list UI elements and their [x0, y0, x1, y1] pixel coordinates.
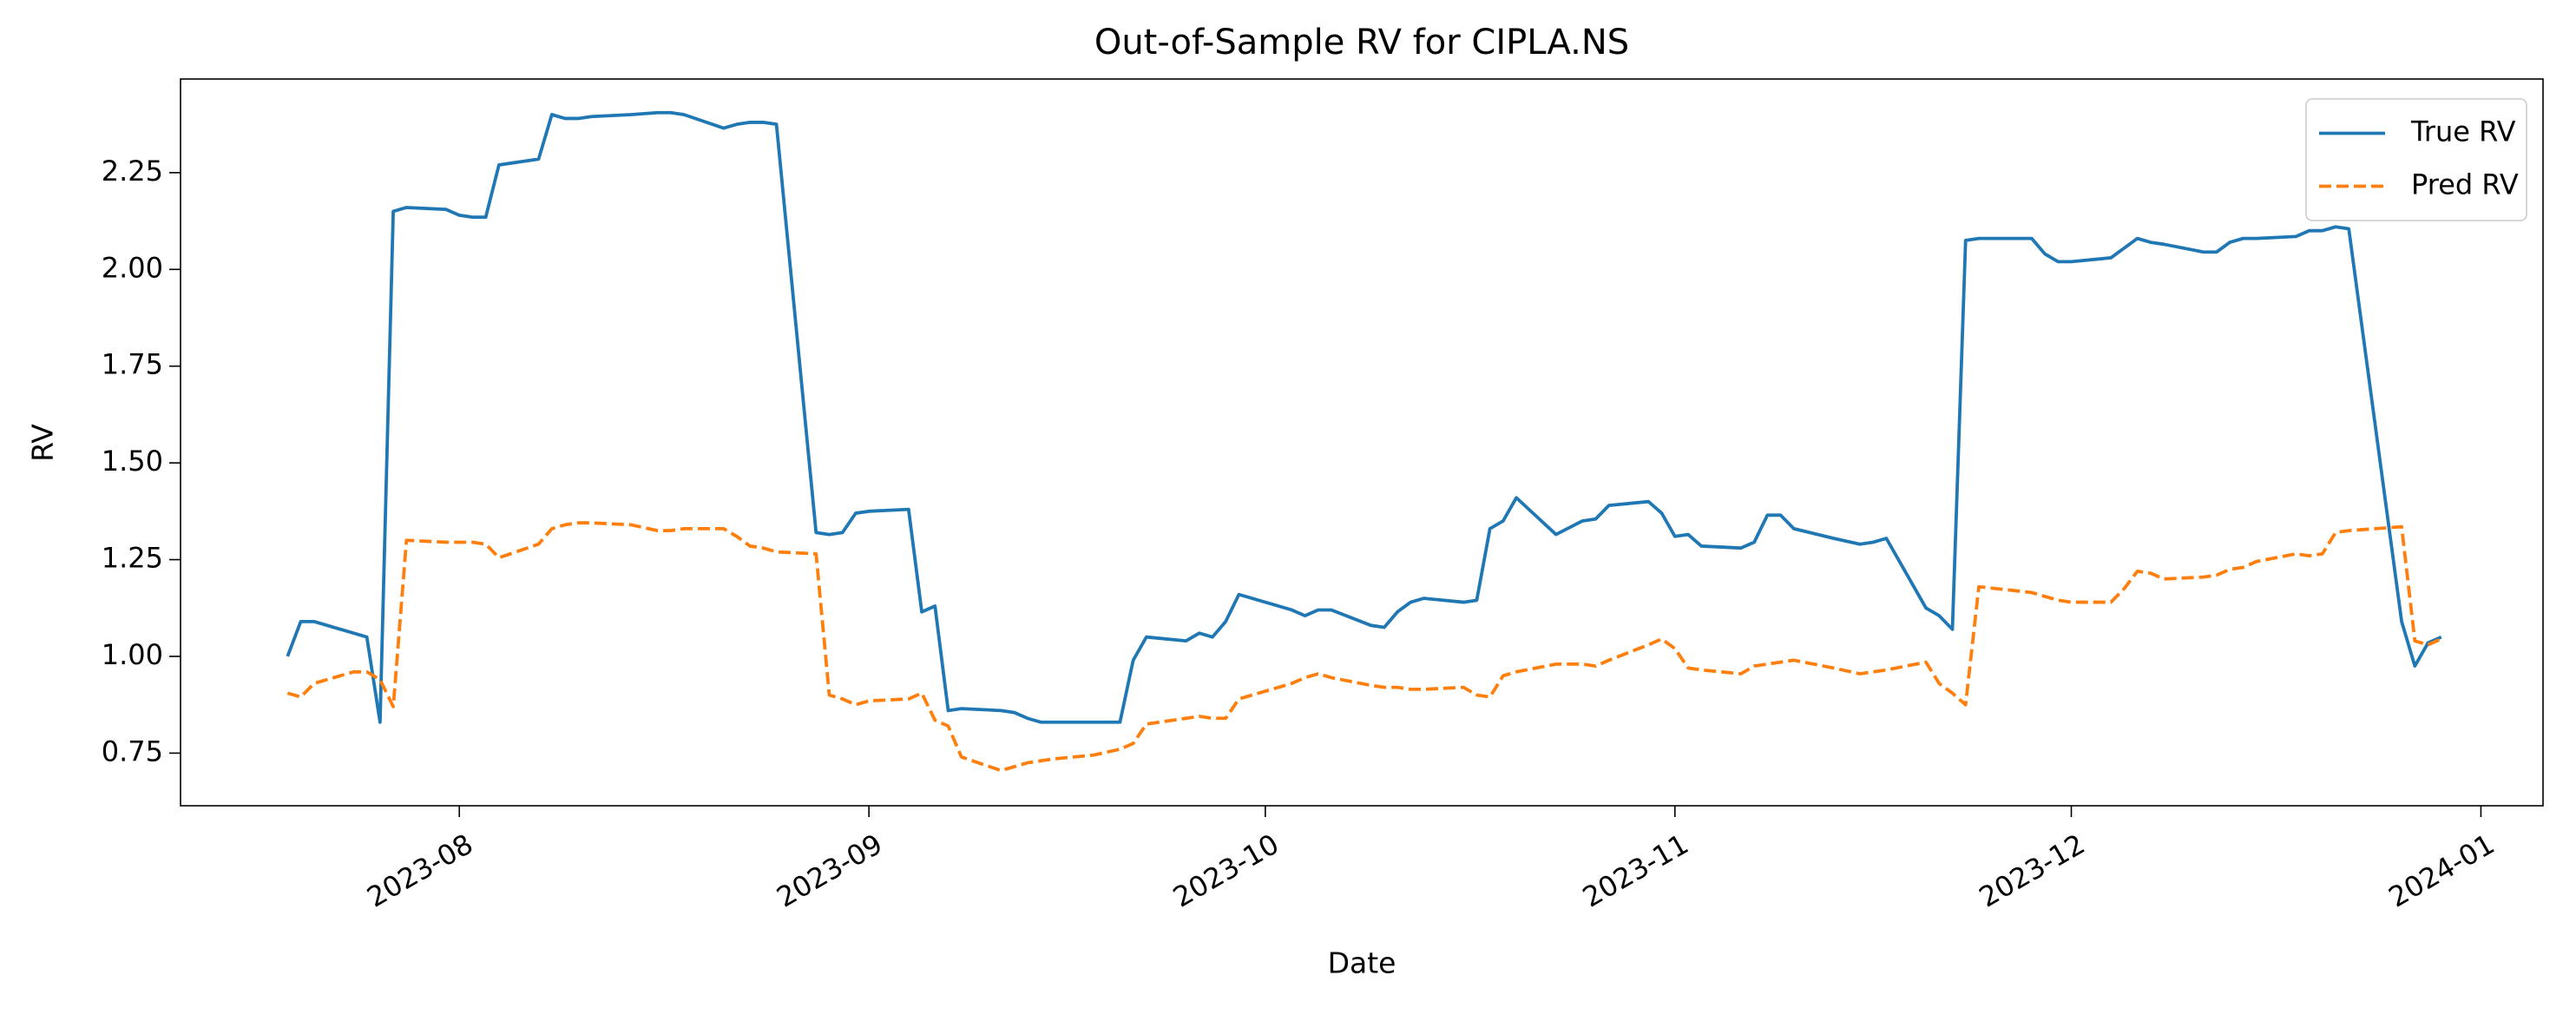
x-tick-label: 2023-09 — [771, 827, 888, 914]
series-line — [286, 521, 2442, 773]
x-tick-label: 2023-11 — [1577, 827, 1694, 914]
series-line — [286, 110, 2442, 724]
legend-box — [2305, 98, 2527, 221]
y-tick-label: 2.25 — [102, 155, 163, 188]
plot-frame — [180, 78, 2544, 807]
y-tick-label: 1.50 — [102, 445, 163, 478]
legend-label: Pred RV — [2411, 168, 2519, 201]
y-tick-label: 1.00 — [102, 638, 163, 671]
x-tick-label: 2024-01 — [2383, 827, 2500, 914]
x-tick-label: 2023-12 — [1974, 827, 2091, 914]
chart-title: Out-of-Sample RV for CIPLA.NS — [1094, 23, 1629, 63]
y-axis-label: RV — [26, 424, 60, 462]
y-tick-label: 1.75 — [102, 348, 163, 381]
y-tick-label: 1.25 — [102, 542, 163, 575]
y-tick-label: 0.75 — [102, 735, 163, 768]
x-tick-label: 2023-08 — [361, 827, 478, 914]
x-axis-label: Date — [1328, 946, 1396, 980]
y-tick-label: 2.00 — [102, 251, 163, 284]
legend-label: True RV — [2410, 115, 2516, 148]
x-tick-label: 2023-10 — [1167, 827, 1285, 914]
